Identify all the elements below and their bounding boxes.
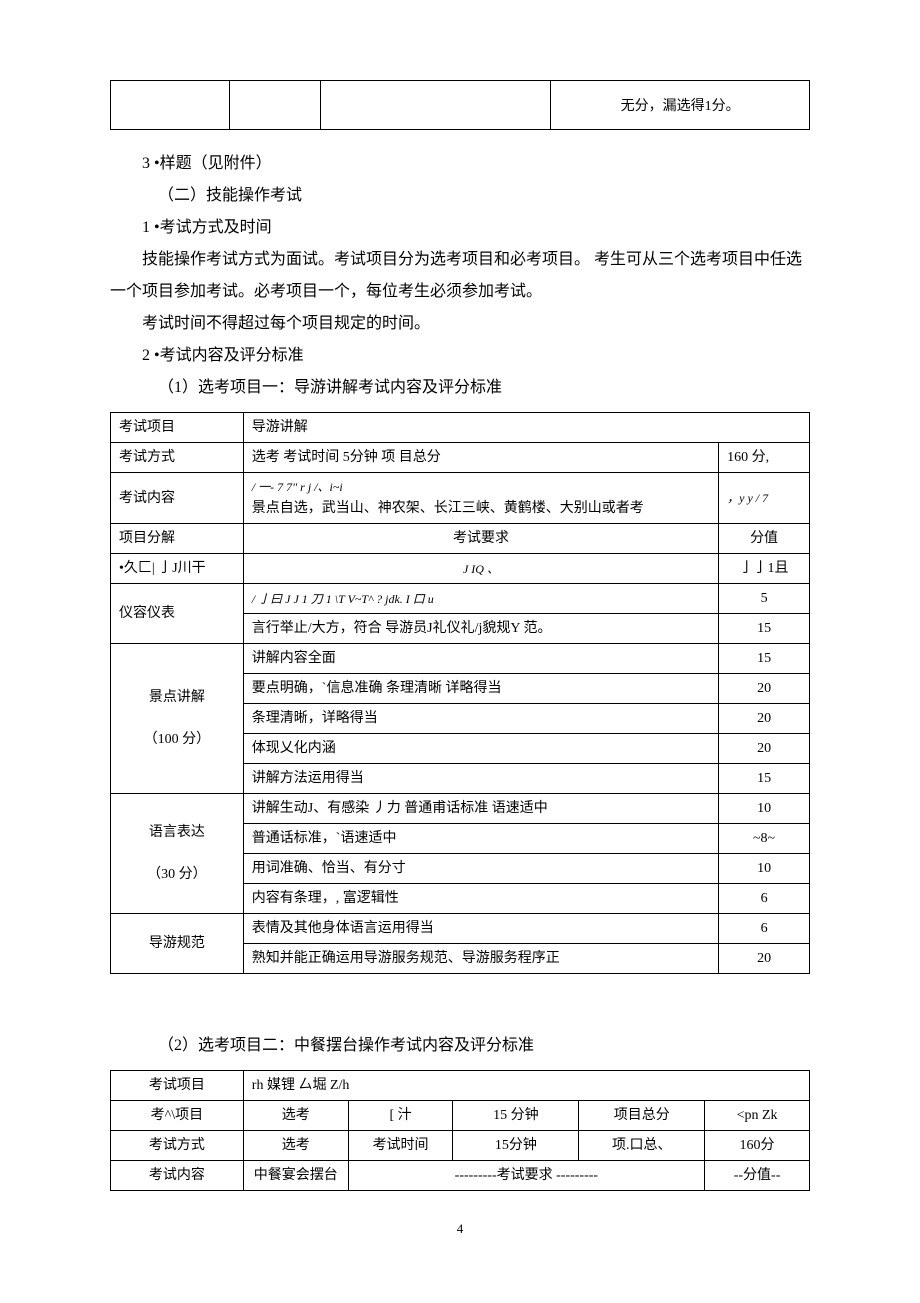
t2-r4c3: ---------考试要求 --------- [348, 1161, 704, 1191]
para-section-2: （二）技能操作考试 [110, 180, 810, 212]
document-page: 无分，漏选得1分。 3 •样题（见附件） （二）技能操作考试 1 •考试方式及时… [0, 0, 920, 1277]
t1-explain-4s: 20 [719, 734, 810, 764]
t1-lang-2s: ~8~ [719, 824, 810, 854]
t2-val-project: rh 媒锂 厶堀 Z/h [243, 1071, 809, 1101]
dining-exam-table: 考试项目 rh 媒锂 厶堀 Z/h 考^\项目 选考 [ 汁 15 分钟 项目总… [110, 1070, 810, 1191]
t2-r3c2: 选考 [243, 1131, 348, 1161]
t1-val-content-right: ，y y / 7 [719, 473, 810, 524]
t1-lang-label: 语言表达 （30 分） [111, 794, 244, 914]
t1-label-project: 考试项目 [111, 413, 244, 443]
t1-lang-3: 用词准确、恰当、有分寸 [243, 854, 718, 884]
t1-norm-1s: 6 [719, 914, 810, 944]
t1-lang-1: 讲解生动J、有感染 丿力 普通甫话标准 语速适中 [243, 794, 718, 824]
para-sample: 3 •样题（见附件） [110, 148, 810, 180]
t1-val-method: 选考 考试时间 5分钟 项 目总分 [243, 443, 718, 473]
t2-r3c4: 15分钟 [453, 1131, 579, 1161]
t1-label-score: 分值 [719, 524, 810, 554]
t1-explain-4: 体现乂化内涵 [243, 734, 718, 764]
t2-r3c1: 考试方式 [111, 1131, 244, 1161]
t1-norm-1: 表情及其他身体语言运用得当 [243, 914, 718, 944]
t1-explain-3: 条理清晰，详略得当 [243, 704, 718, 734]
t2-r2c4: 15 分钟 [453, 1101, 579, 1131]
t2-r3c6: 160分 [705, 1131, 810, 1161]
para-method-body: 技能操作考试方式为面试。考试项目分为选考项目和必考项目。 考生可从三个选考项目中… [110, 244, 810, 308]
t1-garble-3: 亅亅1且 [719, 554, 810, 584]
t1-explain-5s: 15 [719, 764, 810, 794]
t1-manner-score: 15 [719, 614, 810, 644]
para-content-heading: 2 •考试内容及评分标准 [110, 340, 810, 372]
t1-lang-1s: 10 [719, 794, 810, 824]
t2-label-project: 考试项目 [111, 1071, 244, 1101]
page-number: 4 [110, 1221, 810, 1237]
t1-explain-2: 要点明确，`信息准确 条理清晰 详略得当 [243, 674, 718, 704]
para-time-limit: 考试时间不得超过每个项目规定的时间。 [110, 308, 810, 340]
t1-label-requirement: 考试要求 [243, 524, 718, 554]
guide-exam-table: 考试项目 导游讲解 考试方式 选考 考试时间 5分钟 项 目总分 160 分, … [110, 412, 810, 974]
t1-lang-3s: 10 [719, 854, 810, 884]
t2-r3c3: 考试时间 [348, 1131, 453, 1161]
t2-r4c2: 中餐宴会摆台 [243, 1161, 348, 1191]
t1-norm-2s: 20 [719, 944, 810, 974]
t1-norm-2: 熟知并能正确运用导游服务规范、导游服务程序正 [243, 944, 718, 974]
t1-val-total: 160 分, [719, 443, 810, 473]
t2-r4c1: 考试内容 [111, 1161, 244, 1191]
t1-appearance-score: 5 [719, 584, 810, 614]
para-method-heading: 1 •考试方式及时间 [110, 212, 810, 244]
t1-lang-2: 普通话标准，`语速适中 [243, 824, 718, 854]
t1-lang-4: 内容有条理，, 富逻辑性 [243, 884, 718, 914]
t1-explain-label: 景点讲解 （100 分） [111, 644, 244, 794]
t1-label-content: 考试内容 [111, 473, 244, 524]
t1-explain-2s: 20 [719, 674, 810, 704]
t2-r2c3: [ 汁 [348, 1101, 453, 1131]
t1-explain-1: 讲解内容全面 [243, 644, 718, 674]
t1-label-breakdown: 项目分解 [111, 524, 244, 554]
t1-garble-2: J IQ 、 [243, 554, 718, 584]
t1-lang-4s: 6 [719, 884, 810, 914]
para-option2: （2）选考项目二：中餐摆台操作考试内容及评分标准 [110, 1030, 810, 1062]
top-note-cell: 无分，漏选得1分。 [551, 81, 810, 130]
para-option1: （1）选考项目一：导游讲解考试内容及评分标准 [110, 372, 810, 404]
t1-appearance-req: / 亅曰 J J 1 刀 1 \T V~T^ ? jdk. I 口 u [243, 584, 718, 614]
t1-label-method: 考试方式 [111, 443, 244, 473]
t2-r4c4: --分值-- [705, 1161, 810, 1191]
t1-val-project: 导游讲解 [243, 413, 809, 443]
t1-norm-label: 导游规范 [111, 914, 244, 974]
top-partial-table: 无分，漏选得1分。 [110, 80, 810, 130]
t1-manner-req: 言行举止/大方，符合 导游员J礼仪礼/j貌规Y 范。 [243, 614, 718, 644]
t1-explain-1s: 15 [719, 644, 810, 674]
t2-r2c2: 选考 [243, 1101, 348, 1131]
t1-explain-5: 讲解方法运用得当 [243, 764, 718, 794]
t1-explain-3s: 20 [719, 704, 810, 734]
t2-r2c1: 考^\项目 [111, 1101, 244, 1131]
t2-r2c5: 项目总分 [579, 1101, 705, 1131]
t2-r3c5: 项.口总、 [579, 1131, 705, 1161]
t2-r2c6: <pn Zk [705, 1101, 810, 1131]
t1-val-content: / 一- 7 7" r j /、i~i 景点自选，武当山、神农架、长江三峡、黄鹤… [243, 473, 718, 524]
t1-garble-1: •久匚| 亅J川干 [111, 554, 244, 584]
t1-appearance-label: 仪容仪表 [111, 584, 244, 644]
